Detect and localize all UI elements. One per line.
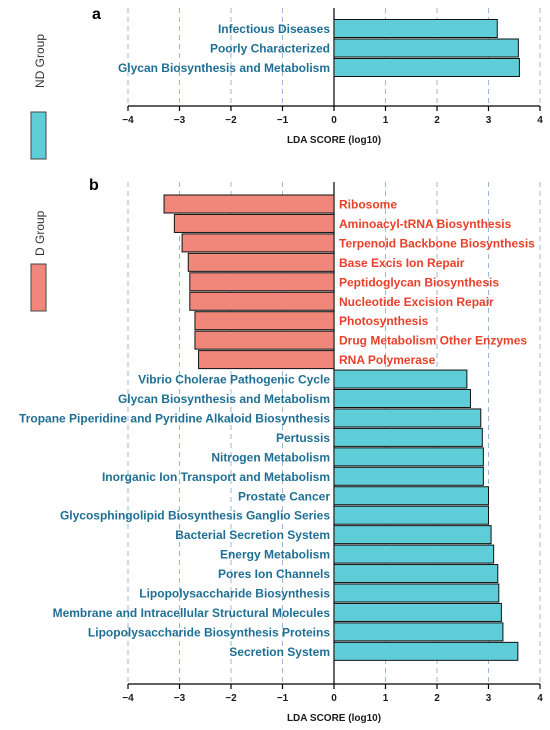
bar: [333, 564, 499, 584]
bar: [333, 408, 482, 428]
bar: [333, 38, 519, 58]
bar: [189, 291, 335, 311]
category-label: Drug Metabolism Other Enzymes: [339, 334, 527, 348]
legend-nd-label: ND Group: [33, 34, 47, 88]
bar: [187, 252, 335, 272]
x-tick-label: 4: [537, 115, 543, 126]
x-tick-label: 3: [486, 693, 492, 704]
category-label: Energy Metabolism: [220, 548, 330, 562]
legend-nd-group: ND Group: [30, 34, 47, 160]
category-label: Nitrogen Metabolism: [211, 450, 330, 464]
x-tick-label: 0: [331, 693, 337, 704]
x-axis-label: LDA SCORE (log10): [287, 135, 381, 146]
bar: [333, 486, 489, 506]
category-label: Photosynthesis: [339, 314, 429, 328]
chart-panel-a: −4 −3 −2 −1 0 1 2 3 4 LDA SCORE (log10) Infectious…: [118, 8, 543, 146]
x-tick-label: −2: [225, 115, 237, 126]
x-tick-label: 1: [383, 115, 389, 126]
x-tick-label: −1: [277, 115, 289, 126]
bar: [333, 427, 483, 447]
category-label: Tropane Piperidine and Pyridine Alkaloid…: [19, 411, 330, 425]
category-label: Pertussis: [276, 431, 330, 445]
x-tick-label: 0: [331, 115, 337, 126]
category-label: Poorly Characterized: [210, 42, 330, 56]
category-label: Base Excis Ion Repair: [339, 256, 465, 270]
bar: [333, 622, 504, 642]
bar: [333, 19, 498, 38]
category-label: Glycosphingolipid Biosynthesis Ganglio S…: [60, 509, 330, 523]
category-label: Lipopolysaccharide Biosynthesis Proteins: [88, 625, 330, 639]
legend-d-label: D Group: [33, 210, 47, 256]
bar: [333, 466, 484, 486]
category-label: Infectious Diseases: [218, 22, 330, 36]
category-label: Glycan Biosynthesis and Metabolism: [118, 392, 330, 406]
category-label: Glycan Biosynthesis and Metabolism: [118, 61, 330, 75]
category-label: Prostate Cancer: [238, 489, 330, 503]
legend-nd-swatch: [30, 111, 47, 160]
bar: [163, 194, 335, 214]
x-tick-label: −4: [122, 115, 134, 126]
bar: [333, 525, 492, 545]
bar: [194, 330, 335, 350]
category-label: Nucleotide Excision Repair: [339, 295, 494, 309]
bar: [333, 58, 520, 77]
x-tick-label: 1: [383, 693, 389, 704]
x-tick-label: 2: [434, 115, 440, 126]
category-label: Pores Ion Channels: [218, 567, 330, 581]
x-tick-label: −3: [174, 115, 186, 126]
bar: [333, 641, 519, 661]
bar: [194, 311, 335, 331]
category-label: Membrane and Intracellular Structural Mo…: [53, 606, 331, 620]
chart-panel-b: −4 −3 −2 −1 0 1 2 3 4 LDA SCORE (log10) Ribosome Am…: [19, 182, 543, 724]
legend-d-group: D Group: [30, 210, 47, 312]
category-label: Vibrio Cholerae Pathogenic Cycle: [138, 373, 330, 387]
category-label: Peptidoglycan Biosynthesis: [339, 275, 499, 289]
x-tick-label: 4: [537, 693, 543, 704]
category-label: Terpenoid Backbone Biosynthesis: [339, 236, 535, 250]
legend-d-swatch: [30, 263, 47, 312]
bar: [181, 233, 335, 253]
bar: [189, 272, 335, 292]
category-label: Secretion System: [229, 645, 330, 659]
category-label: Ribosome: [339, 198, 397, 212]
bar: [173, 213, 335, 233]
bar: [333, 505, 489, 525]
panel-label-b: b: [89, 177, 99, 194]
category-label: Lipopolysaccharide Biosynthesis: [139, 587, 330, 601]
category-label: Aminoacyl-tRNA Biosynthesis: [339, 217, 512, 231]
x-tick-label: −4: [122, 693, 134, 704]
bar: [198, 350, 335, 370]
bar: [333, 602, 502, 622]
category-label: RNA Polymerase: [339, 353, 436, 367]
x-tick-label: 2: [434, 693, 440, 704]
bar: [333, 389, 471, 408]
bar: [333, 544, 495, 564]
bar: [333, 583, 500, 603]
x-tick-label: −2: [225, 693, 237, 704]
category-label: Inorganic Ion Transport and Metabolism: [102, 470, 330, 484]
category-label: Bacterial Secretion System: [175, 528, 330, 542]
panel-label-a: a: [92, 6, 101, 23]
x-tick-label: 3: [486, 115, 492, 126]
x-axis-label: LDA SCORE (log10): [287, 713, 381, 724]
bar: [333, 369, 468, 389]
x-tick-label: −1: [277, 693, 289, 704]
x-tick-label: −3: [174, 693, 186, 704]
bar: [333, 447, 484, 467]
